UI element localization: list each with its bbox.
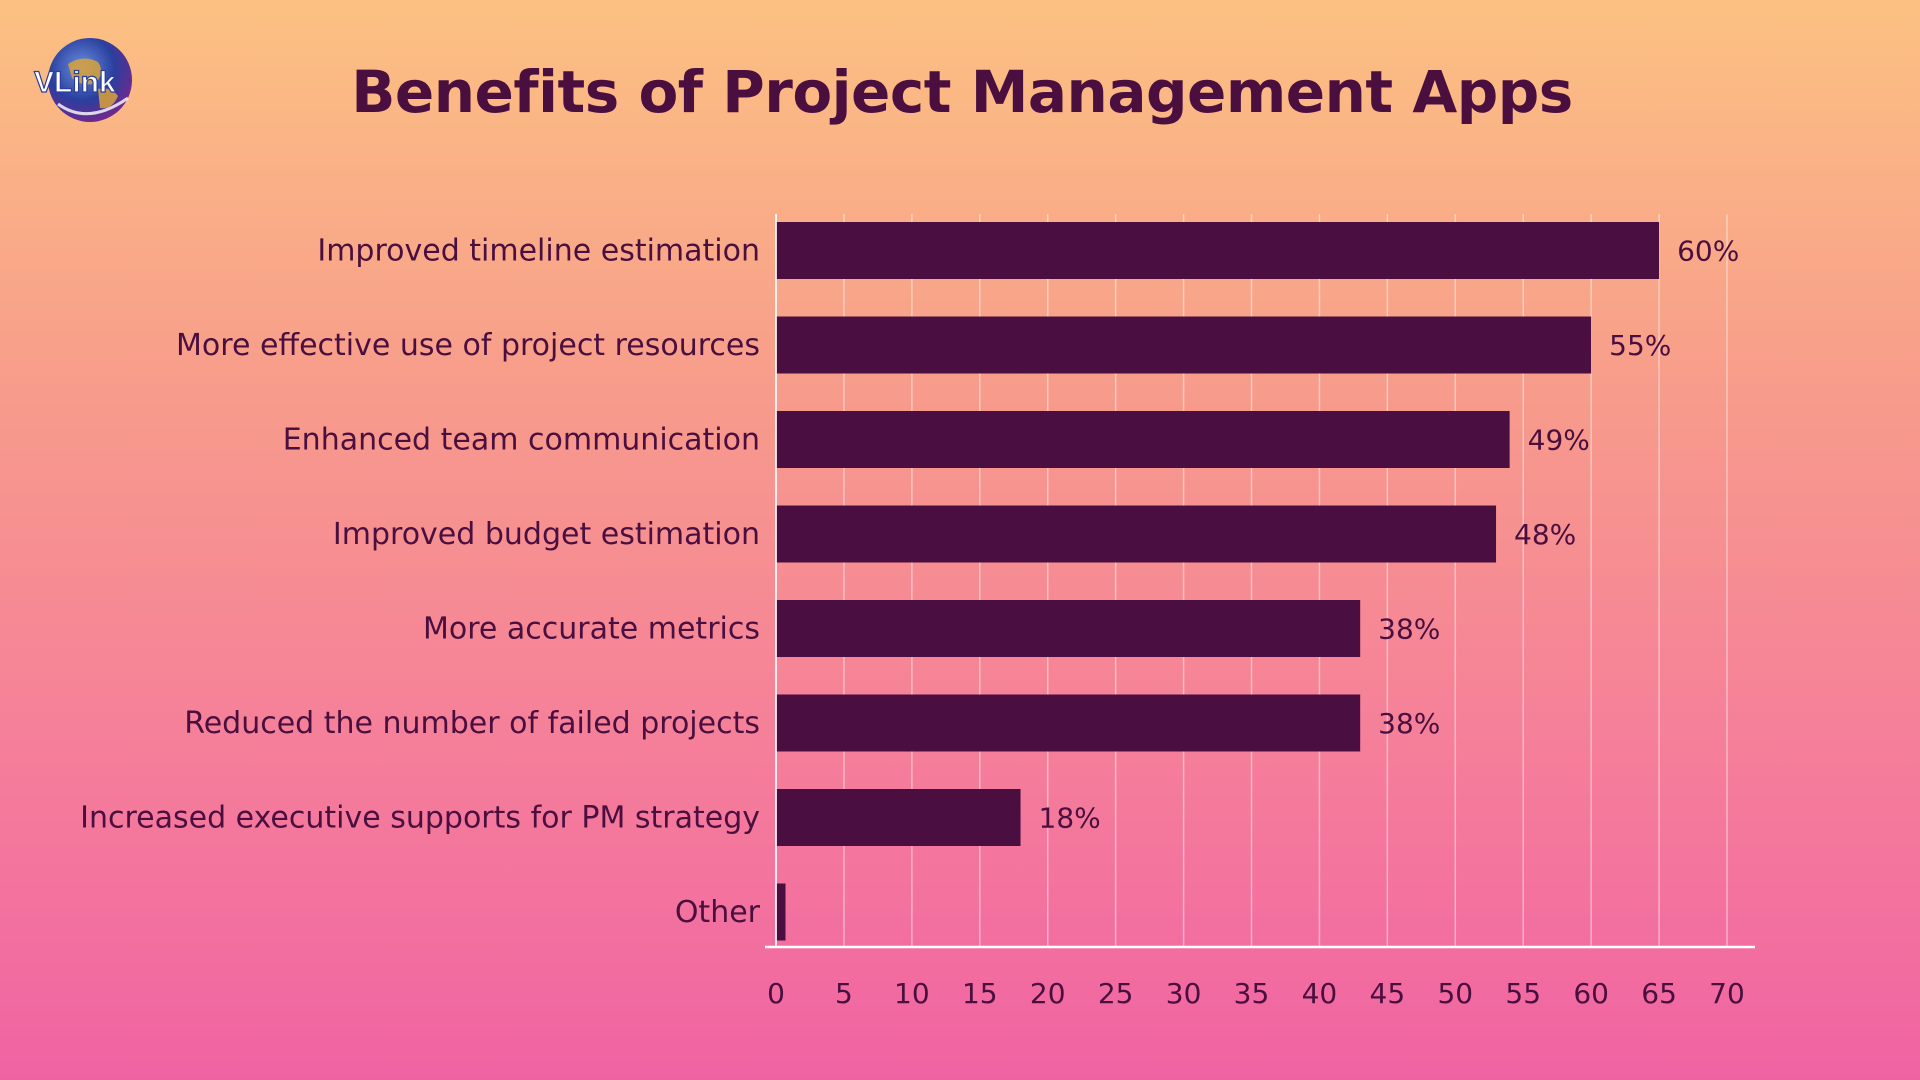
bar	[776, 316, 1592, 374]
bar	[776, 411, 1510, 468]
x-tick-label: 10	[894, 977, 930, 1010]
category-label: Reduced the number of failed projects	[184, 706, 760, 741]
x-tick-label: 60	[1573, 977, 1609, 1010]
x-tick-label: 5	[835, 977, 853, 1010]
category-label: Increased executive supports for PM stra…	[80, 801, 760, 836]
x-tick-label: 55	[1505, 977, 1541, 1010]
category-label: Enhanced team communication	[283, 423, 760, 458]
x-tick-label: 45	[1370, 977, 1406, 1010]
category-label: More effective use of project resources	[176, 328, 760, 363]
bar	[776, 600, 1361, 657]
data-label: 38%	[1378, 707, 1440, 740]
x-tick-label: 25	[1098, 977, 1134, 1010]
data-label: 48%	[1514, 518, 1576, 551]
data-label: 55%	[1609, 329, 1671, 362]
x-tick-label: 40	[1302, 977, 1338, 1010]
data-label: 38%	[1378, 613, 1440, 646]
x-tick-label: 50	[1437, 977, 1473, 1010]
logo-text: VLink	[34, 66, 116, 99]
x-tick-label: 15	[962, 977, 998, 1010]
x-tick-label: 35	[1234, 977, 1270, 1010]
x-tick-label: 0	[767, 977, 785, 1010]
category-label: Other	[675, 895, 761, 930]
category-label: Improved budget estimation	[333, 517, 760, 552]
bar	[776, 222, 1660, 279]
x-tick-label: 70	[1709, 977, 1745, 1010]
data-label: 60%	[1677, 235, 1739, 268]
x-tick-label: 30	[1166, 977, 1202, 1010]
x-tick-label: 20	[1030, 977, 1066, 1010]
chart-title: Benefits of Project Management Apps	[351, 58, 1573, 126]
category-label: Improved timeline estimation	[317, 234, 760, 269]
bar	[776, 789, 1021, 846]
bar	[776, 883, 786, 941]
data-label: 18%	[1039, 802, 1101, 835]
x-tick-label: 65	[1641, 977, 1677, 1010]
data-label: 49%	[1528, 424, 1590, 457]
vlink-logo: VLink	[33, 38, 132, 122]
bar	[776, 694, 1361, 752]
category-label: More accurate metrics	[423, 612, 760, 647]
bar	[776, 505, 1497, 563]
